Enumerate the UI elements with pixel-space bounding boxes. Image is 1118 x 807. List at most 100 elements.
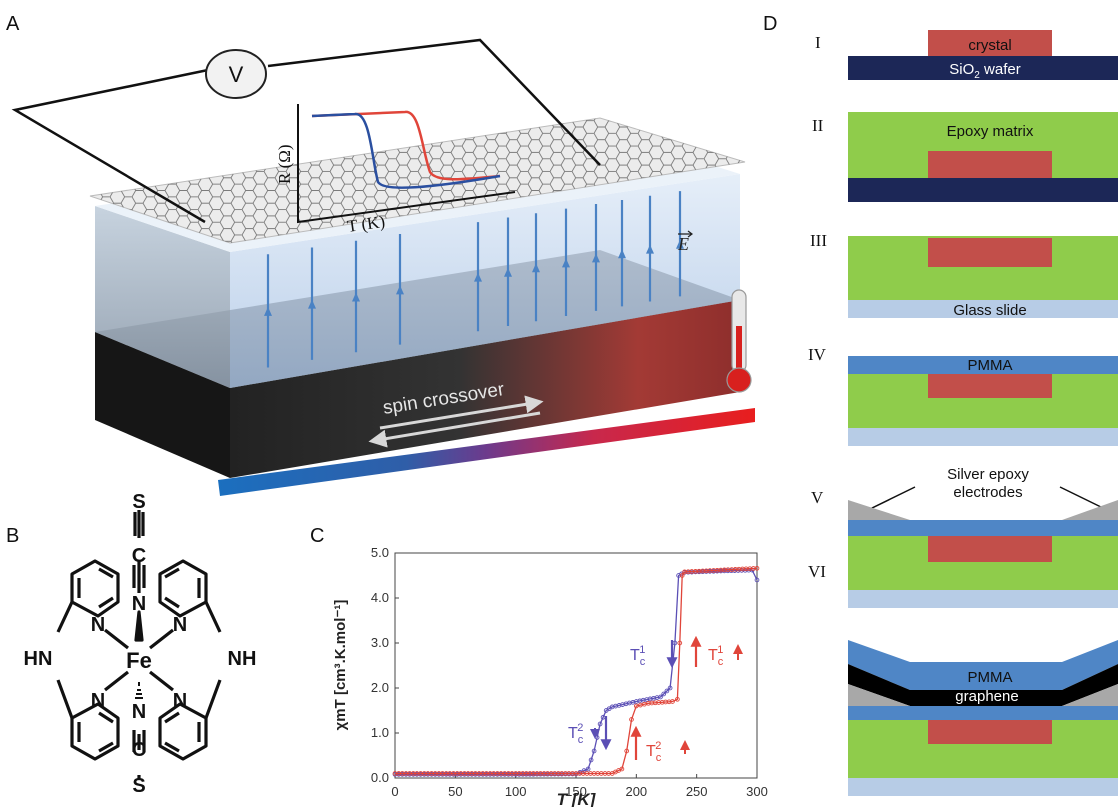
atom-n-top: N xyxy=(132,593,146,615)
x-tick-label-5: 250 xyxy=(686,784,708,799)
field-line-arrow-5 xyxy=(504,267,512,277)
series-point-cooling-78 xyxy=(667,685,673,691)
step-numeral-4: IV xyxy=(808,345,827,364)
series-point-heating-78 xyxy=(677,640,683,646)
step6-pmma-top xyxy=(848,640,1118,690)
crossover-arrow-right xyxy=(379,395,544,430)
step4-crystal xyxy=(928,374,1052,398)
series-point-cooling-52 xyxy=(581,768,587,773)
step6-pmma-label: PMMA xyxy=(968,669,1013,686)
step5-silver-label-1: Silver epoxy xyxy=(947,466,1029,483)
panel-label-c: C xyxy=(310,525,324,547)
x-tick-label-2: 100 xyxy=(505,784,527,799)
circuit-wire-right xyxy=(267,38,601,166)
series-point-heating-65 xyxy=(629,717,634,722)
atom-s-top: S xyxy=(132,491,145,513)
chart: 0 50 100 150 200 250 300 0.0 1.0 2.0 3.0 4.0 5.0 T [… xyxy=(332,545,768,807)
step6-silver-left xyxy=(848,684,910,706)
field-line-arrow-4 xyxy=(474,272,482,282)
svg-text:Tc1: Tc1 xyxy=(630,644,646,668)
step-numeral-1: I xyxy=(815,33,821,52)
x-tick-label-6: 300 xyxy=(746,784,768,799)
atom-nh-left: HN xyxy=(24,648,53,670)
heater-bar xyxy=(218,408,755,496)
field-line-arrow-9 xyxy=(618,249,626,259)
x-tick-label-0: 0 xyxy=(391,784,398,799)
x-tick-label-3: 150 xyxy=(565,784,587,799)
voltmeter-label: V xyxy=(229,62,244,87)
step5-pointer-right xyxy=(1059,486,1104,509)
step2-wafer xyxy=(848,178,1118,202)
field-vector-arrow-icon xyxy=(678,230,693,238)
field-line-arrow-3 xyxy=(396,285,404,295)
inset-y-label: R (Ω) xyxy=(275,144,294,184)
step-numeral-5: V xyxy=(811,488,824,507)
y-tick-label-1: 1.0 xyxy=(371,725,389,740)
atom-n-lower-right: N xyxy=(173,690,187,712)
field-line-arrow-8 xyxy=(592,253,600,263)
step1-crystal xyxy=(928,30,1052,56)
annotation-tc1-down: Tc1 xyxy=(630,640,678,669)
atom-c-top: C xyxy=(132,545,146,567)
thermometer-icon xyxy=(726,289,752,393)
inset-plot: R (Ω) T (K) xyxy=(275,104,516,236)
step6-silver-right xyxy=(1062,684,1118,706)
series-point-heating-77 xyxy=(675,696,680,702)
field-line-arrow-10 xyxy=(646,244,654,254)
step5-silver-left xyxy=(848,500,910,520)
step3-crystal xyxy=(928,238,1052,267)
dielectric-left xyxy=(95,206,230,388)
step2-crystal xyxy=(928,151,1052,178)
atom-n-lower-left: N xyxy=(91,690,105,712)
step5-silver-label-2: electrodes xyxy=(953,484,1022,501)
inset-curve-cooling xyxy=(311,112,501,189)
atom-n-bottom: N xyxy=(132,701,146,723)
step5-silver-right xyxy=(1062,500,1118,520)
step5-glass xyxy=(848,590,1118,608)
panel-a-device: E spin crossover V R (Ω) T (K) xyxy=(11,38,755,496)
chart-x-label: T [K] xyxy=(557,790,597,807)
step5-pointer-left xyxy=(867,486,916,511)
atom-s-bottom: S xyxy=(132,775,145,797)
panel-label-a: A xyxy=(6,13,20,35)
panel-b-molecule xyxy=(56,510,222,780)
step6-pmma xyxy=(848,706,1118,720)
series-point-cooling-76 xyxy=(661,691,667,697)
step4-glass xyxy=(848,428,1118,446)
annotation-tc1-up: Tc1 xyxy=(690,635,743,668)
annotation-tc2-down: Tc2 xyxy=(568,716,612,751)
atom-nh-right: NH xyxy=(228,648,257,670)
svg-text:Tc2: Tc2 xyxy=(568,722,584,746)
field-line-arrow-2 xyxy=(352,292,360,302)
step2-epoxy-label: Epoxy matrix xyxy=(947,123,1034,140)
step6-glass xyxy=(848,778,1118,796)
series-point-cooling-75 xyxy=(658,694,663,700)
y-tick-label-2: 2.0 xyxy=(371,680,389,695)
panel-label-d: D xyxy=(763,13,777,35)
step6-crystal xyxy=(928,720,1052,744)
series-point-heating-66 xyxy=(633,703,639,709)
field-vector-label: E xyxy=(677,234,689,254)
crystal-front xyxy=(95,332,230,478)
step4-pmma-label: PMMA xyxy=(968,357,1013,374)
chart-y-label: χmT [cm³.K.mol⁻¹] xyxy=(332,600,349,731)
atom-n-upper-right: N xyxy=(173,614,187,636)
step6-graphene xyxy=(848,664,1118,706)
step-numeral-2: II xyxy=(812,116,824,135)
step1-wafer-label: SiO2 wafer xyxy=(949,61,1020,81)
y-tick-label-5: 5.0 xyxy=(371,545,389,560)
panel-b-atoms: S C N Fe N C S HN NH N N N N xyxy=(24,491,257,797)
step1-crystal-label: crystal xyxy=(968,37,1011,54)
atom-fe: Fe xyxy=(126,648,152,673)
series-point-cooling-53 xyxy=(585,766,591,772)
series-point-cooling-102 xyxy=(754,577,760,583)
atom-c-bottom: C xyxy=(132,739,146,761)
x-tick-label-4: 200 xyxy=(625,784,647,799)
annotation-tc2-up: Tc2 xyxy=(630,725,690,764)
series-point-heating-79 xyxy=(679,573,685,578)
inset-curve-heating xyxy=(311,110,501,181)
field-line-arrow-7 xyxy=(562,258,570,268)
step3-glass xyxy=(848,300,1118,318)
step4-pmma xyxy=(848,356,1118,374)
series-point-cooling-55 xyxy=(591,748,597,754)
